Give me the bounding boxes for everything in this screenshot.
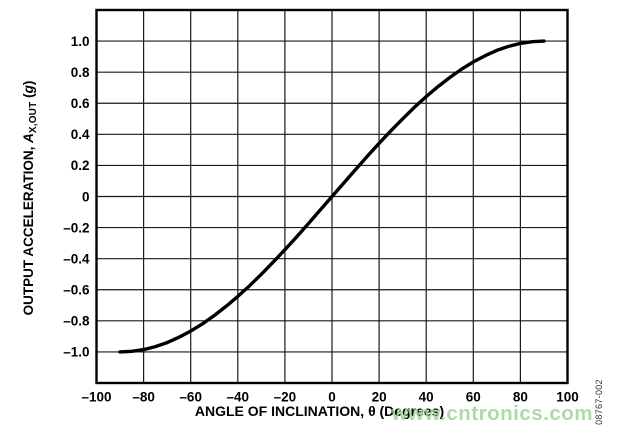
watermark: www.cntronics.com xyxy=(391,402,593,425)
y-axis-label: OUTPUT ACCELERATION, AX,OUT (g) xyxy=(21,8,41,388)
y-axis-symbol-g: g xyxy=(21,85,36,94)
plot-frame xyxy=(95,8,569,385)
y-tick-label: –0.6 xyxy=(63,283,90,298)
figure-number: 08767-002 xyxy=(594,379,604,425)
y-tick-label: 0.2 xyxy=(71,158,90,173)
y-tick-label: 0.6 xyxy=(71,96,90,111)
x-tick-label: 100 xyxy=(556,390,579,405)
y-axis-subscript: X,OUT xyxy=(28,101,39,134)
y-axis-open-paren: ( xyxy=(21,93,36,102)
x-axis-label: ANGLE OF INCLINATION, θ (Degrees) xyxy=(194,403,445,419)
y-tick-label: 0.8 xyxy=(71,65,90,80)
y-tick-label: –1.0 xyxy=(63,345,89,360)
x-tick-label: 20 xyxy=(372,390,387,405)
x-tick-label: –100 xyxy=(81,390,111,405)
y-tick-label: 0 xyxy=(82,189,90,204)
x-tick-label: 0 xyxy=(328,390,336,405)
y-tick-label: –0.2 xyxy=(63,220,89,235)
x-tick-label: –80 xyxy=(132,390,155,405)
y-tick-label: –0.8 xyxy=(63,314,90,329)
y-tick-label: 0.4 xyxy=(71,127,90,142)
y-tick-label: –0.4 xyxy=(63,251,90,266)
x-tick-label: –60 xyxy=(179,390,202,405)
x-tick-label: 40 xyxy=(419,390,434,405)
x-tick-label: 80 xyxy=(513,390,528,405)
x-tick-label: 60 xyxy=(466,390,481,405)
y-axis-symbol-a: A xyxy=(21,133,36,143)
data-curve xyxy=(118,39,546,354)
x-tick-label: –40 xyxy=(227,390,250,405)
y-tick-label: 1.0 xyxy=(71,34,90,49)
x-tick-label: –20 xyxy=(274,390,297,405)
y-axis-close-paren: ) xyxy=(21,80,36,86)
y-axis-label-text: OUTPUT ACCELERATION, xyxy=(21,142,36,316)
